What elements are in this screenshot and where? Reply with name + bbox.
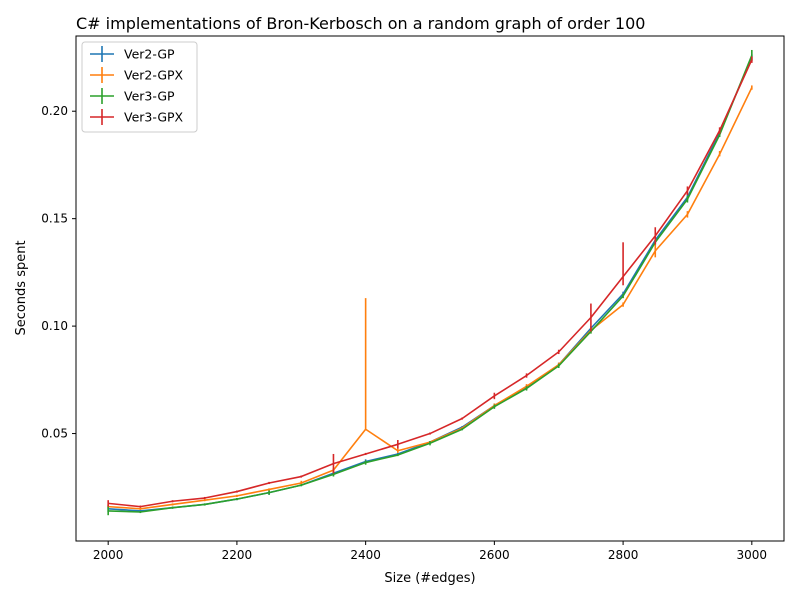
- data-point: [204, 497, 206, 499]
- legend-item: Ver3-GPX: [90, 109, 184, 125]
- legend-label: Ver3-GPX: [124, 110, 184, 125]
- x-tick-label: 2800: [608, 548, 639, 562]
- data-point: [686, 190, 689, 192]
- data-point: [365, 428, 367, 430]
- data-point: [268, 488, 270, 491]
- chart-title: C# implementations of Bron-Kerbosch on a…: [76, 14, 645, 33]
- legend-item: Ver2-GP: [90, 46, 175, 62]
- data-point: [171, 507, 174, 509]
- data-point: [139, 508, 141, 510]
- legend-label: Ver2-GP: [124, 47, 175, 62]
- data-point: [493, 395, 495, 397]
- y-tick-label: 0.05: [41, 427, 68, 441]
- data-point: [300, 475, 302, 478]
- data-point: [686, 198, 689, 200]
- data-point: [622, 295, 624, 297]
- data-point: [107, 510, 109, 512]
- data-point: [171, 500, 174, 502]
- x-tick-label: 2600: [479, 548, 510, 562]
- x-tick-label: 2200: [222, 548, 253, 562]
- plot-area: [107, 49, 753, 516]
- series-ver3-gpx: [107, 56, 753, 508]
- x-axis: 2000 2200 2400 2600 2800 3000: [93, 541, 767, 562]
- data-point: [397, 443, 399, 445]
- data-point: [397, 450, 399, 452]
- y-tick-label: 0.20: [41, 104, 68, 118]
- data-point: [236, 495, 238, 497]
- data-point: [558, 351, 560, 353]
- data-point: [268, 492, 270, 494]
- data-point: [719, 134, 721, 136]
- data-point: [365, 453, 367, 455]
- y-tick-label: 0.10: [41, 319, 68, 333]
- data-point: [751, 59, 753, 61]
- data-point: [719, 129, 721, 132]
- data-point: [268, 482, 270, 484]
- y-tick-label: 0.15: [41, 212, 68, 226]
- data-point: [719, 153, 721, 155]
- data-point: [397, 454, 399, 456]
- data-point: [461, 417, 463, 420]
- data-point: [204, 499, 206, 501]
- data-point: [332, 473, 335, 475]
- data-point: [654, 235, 656, 237]
- legend-label: Ver2-GPX: [124, 68, 184, 83]
- x-tick-label: 3000: [737, 548, 768, 562]
- data-point: [622, 276, 624, 278]
- series-ver3-gp: [107, 49, 753, 516]
- data-point: [751, 54, 753, 56]
- x-axis-label: Size (#edges): [384, 571, 475, 586]
- data-point: [107, 502, 109, 504]
- data-point: [558, 365, 560, 367]
- data-point: [365, 461, 367, 464]
- data-point: [171, 503, 174, 506]
- data-point: [300, 484, 302, 486]
- data-point: [622, 304, 624, 306]
- data-point: [525, 387, 528, 390]
- y-axis-label: Seconds spent: [14, 240, 29, 335]
- data-point: [139, 506, 141, 508]
- data-point: [429, 442, 431, 444]
- data-point: [332, 463, 335, 465]
- plot-frame: [75, 35, 785, 542]
- x-tick-label: 2000: [93, 548, 124, 562]
- data-point: [590, 316, 592, 319]
- legend-item: Ver3-GP: [90, 88, 175, 104]
- data-point: [654, 250, 656, 252]
- data-point: [686, 213, 689, 215]
- data-point: [461, 428, 463, 430]
- x-tick-label: 2400: [350, 548, 381, 562]
- data-point: [139, 511, 141, 513]
- y-axis: 0.05 0.10 0.15 0.20: [41, 104, 76, 441]
- data-point: [236, 498, 238, 500]
- legend-label: Ver3-GP: [124, 89, 175, 104]
- legend-item: Ver2-GPX: [90, 67, 184, 83]
- data-point: [493, 406, 495, 408]
- data-point: [429, 432, 431, 435]
- legend-box: [81, 41, 198, 133]
- legend: Ver2-GP Ver2-GPX Ver3-GP Ver3-GPX: [81, 41, 198, 133]
- data-point: [236, 490, 238, 493]
- data-point: [204, 503, 206, 506]
- data-point: [525, 374, 528, 377]
- data-point: [300, 482, 302, 484]
- data-point: [751, 86, 753, 89]
